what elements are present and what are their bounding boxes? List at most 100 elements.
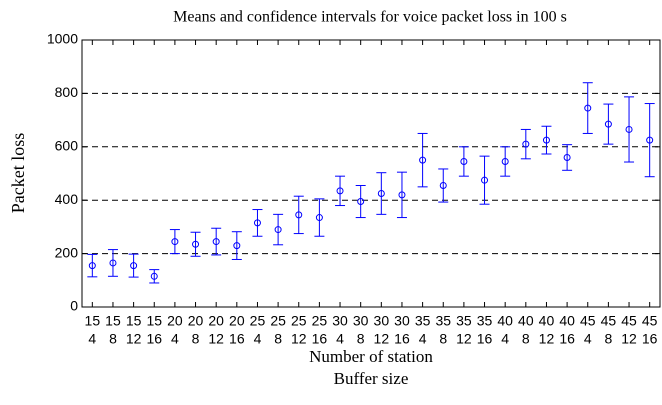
x-tick-sublabel: 12 — [374, 331, 390, 347]
error-bar — [273, 213, 284, 246]
x-tick-sublabel: 4 — [419, 331, 427, 347]
mean-marker — [150, 272, 158, 280]
x-tick-sublabel: 16 — [229, 331, 245, 347]
y-tick-label: 800 — [55, 84, 79, 100]
error-bar — [355, 185, 366, 219]
y-tick-label: 200 — [55, 244, 79, 260]
x-tick-label: 25 — [312, 313, 328, 329]
error-bar — [107, 249, 118, 277]
x-tick-label: 25 — [270, 313, 286, 329]
x-tick-sublabel: 16 — [312, 331, 328, 347]
error-bar — [128, 253, 139, 278]
x-tick-label: 20 — [208, 313, 224, 329]
y-axis-label: Packet loss — [8, 133, 28, 214]
mean-marker — [522, 140, 530, 148]
x-tick-label: 35 — [477, 313, 493, 329]
x-tick-sublabel: 4 — [336, 331, 344, 347]
mean-marker — [481, 176, 489, 184]
error-bar — [211, 227, 222, 256]
x-tick-label: 35 — [456, 313, 472, 329]
x-tick-label: 35 — [415, 313, 431, 329]
x-tick-sublabel: 4 — [254, 331, 262, 347]
error-bar — [149, 269, 160, 284]
x-tick-sublabel: 12 — [456, 331, 472, 347]
x-tick-label: 25 — [291, 313, 307, 329]
x-tick-label: 30 — [394, 313, 410, 329]
mean-marker — [398, 191, 406, 199]
y-tick-label: 400 — [55, 191, 79, 207]
mean-marker — [295, 211, 303, 219]
x-tick-label: 40 — [559, 313, 575, 329]
x-tick-label: 15 — [105, 313, 121, 329]
x-tick-sublabel: 8 — [522, 331, 530, 347]
error-bar — [252, 209, 263, 237]
chart-title: Means and confidence intervals for voice… — [173, 9, 567, 26]
mean-marker — [253, 219, 261, 227]
error-bar — [438, 168, 449, 203]
mean-marker — [130, 262, 138, 270]
y-tick-label: 0 — [70, 298, 78, 314]
x-axis-label: Number of station — [309, 347, 433, 366]
error-bar — [335, 175, 346, 207]
x-tick-sublabel: 8 — [357, 331, 365, 347]
x-tick-label: 15 — [126, 313, 142, 329]
error-bar — [190, 231, 201, 257]
x-tick-label: 25 — [250, 313, 266, 329]
mean-marker — [646, 136, 654, 144]
mean-marker — [563, 153, 571, 161]
x-tick-label: 15 — [85, 313, 101, 329]
x-tick-sublabel: 16 — [146, 331, 162, 347]
error-bar — [169, 229, 180, 255]
error-bar — [479, 155, 490, 205]
error-bar — [603, 103, 614, 145]
error-bar — [417, 132, 428, 188]
mean-marker — [377, 190, 385, 198]
mean-marker — [542, 136, 550, 144]
mean-marker — [336, 187, 344, 195]
x-tick-sublabel: 16 — [477, 331, 493, 347]
x-tick-label: 30 — [374, 313, 390, 329]
x-tick-label: 40 — [497, 313, 513, 329]
error-bar — [231, 231, 242, 260]
x-tick-label: 45 — [601, 313, 617, 329]
error-bar — [314, 198, 325, 237]
y-tick-label: 600 — [55, 138, 79, 154]
x-tick-sublabel: 8 — [192, 331, 200, 347]
error-bar — [520, 128, 531, 160]
x-tick-label: 30 — [353, 313, 369, 329]
x-tick-sublabel: 4 — [88, 331, 96, 347]
x-tick-label: 35 — [435, 313, 451, 329]
x-tick-sublabel: 4 — [584, 331, 592, 347]
plot-frame — [81, 39, 661, 308]
mean-marker — [274, 226, 282, 234]
error-bar — [624, 96, 635, 163]
mean-marker — [501, 157, 509, 165]
mean-marker — [419, 156, 427, 164]
mean-marker — [109, 259, 117, 267]
x-tick-label: 40 — [518, 313, 534, 329]
mean-marker — [233, 242, 241, 250]
mean-marker — [584, 104, 592, 112]
x-tick-label: 45 — [580, 313, 596, 329]
x-tick-sublabel: 4 — [171, 331, 179, 347]
x-axis-label-2: Buffer size — [334, 369, 409, 388]
mean-marker — [192, 240, 200, 248]
error-bar — [500, 146, 511, 177]
x-tick-label: 45 — [642, 313, 658, 329]
mean-marker — [212, 238, 220, 246]
error-bar — [562, 144, 573, 171]
x-tick-label: 45 — [621, 313, 637, 329]
x-tick-label: 30 — [332, 313, 348, 329]
x-tick-sublabel: 8 — [109, 331, 117, 347]
mean-marker — [88, 262, 96, 270]
error-bar — [293, 195, 304, 235]
x-tick-sublabel: 8 — [604, 331, 612, 347]
y-tick-label: 1000 — [47, 31, 78, 47]
x-tick-sublabel: 16 — [394, 331, 410, 347]
error-bar — [582, 82, 593, 134]
mean-marker — [439, 182, 447, 190]
mean-marker — [625, 125, 633, 133]
x-tick-sublabel: 16 — [559, 331, 575, 347]
x-tick-label: 20 — [188, 313, 204, 329]
